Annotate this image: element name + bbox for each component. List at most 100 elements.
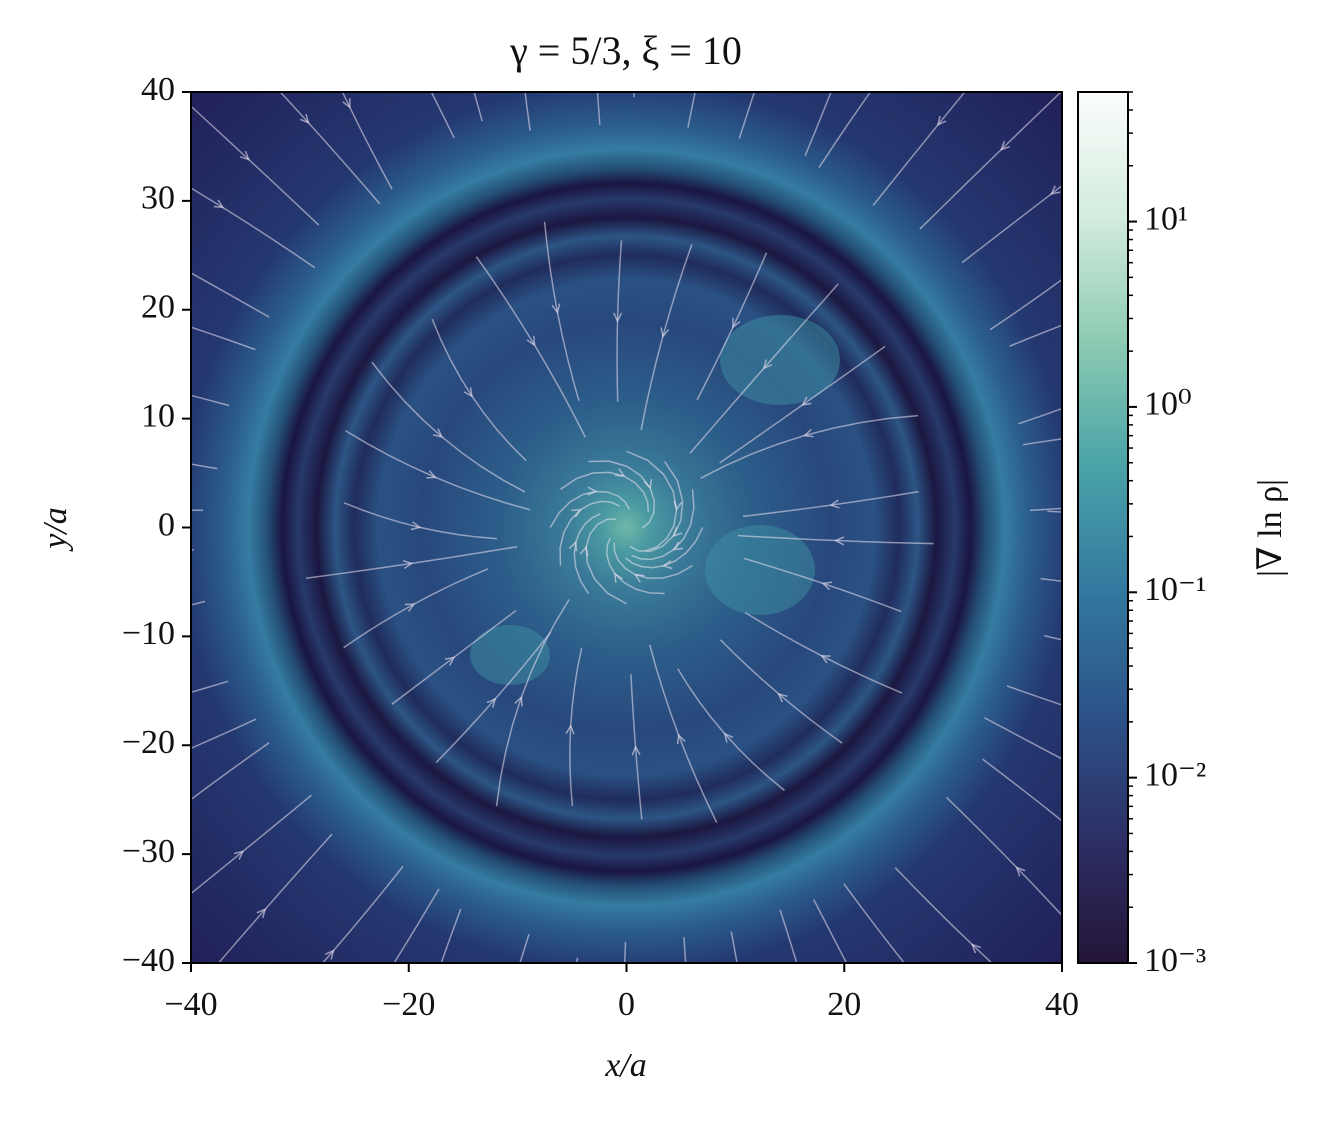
streamline (779, 909, 798, 963)
streamline-arrow (410, 521, 422, 531)
streamline (984, 717, 1062, 760)
streamline-arrow (398, 32, 405, 41)
y-tick-label: −10 (122, 615, 175, 652)
streamline-arrow (233, 850, 245, 860)
streamline-arrow (112, 372, 121, 380)
streamline (575, 957, 579, 963)
y-axis-label: y/a (37, 507, 74, 552)
streamline (989, 278, 1062, 331)
streamline-arrow (808, 1004, 816, 1013)
streamline-arrow (821, 581, 833, 591)
streamline-arrow (777, 692, 788, 703)
streamline-arrow (178, 803, 187, 811)
streamline-arrow (642, 5, 650, 14)
y-tick-label: 40 (141, 71, 175, 108)
streamline-arrow (1015, 866, 1026, 877)
streamline-arrow (673, 500, 683, 512)
streamline-arrow (672, 527, 683, 538)
x-tick-label: 0 (618, 986, 635, 1023)
streamline-arrow (444, 656, 456, 666)
streamline-arrow (342, 98, 351, 109)
streamline-arrow (565, 724, 575, 735)
streamline-arrow (686, 1039, 694, 1047)
streamline-arrow (829, 499, 840, 509)
streamline (1009, 324, 1062, 347)
streamline-arrow (105, 504, 113, 512)
streamline-arrow (1069, 267, 1078, 275)
x-tick-label: 20 (827, 986, 861, 1023)
colorbar-tick-label: 10¹ (1144, 200, 1188, 237)
streamline-arrow (762, 359, 773, 370)
y-tick-label: 10 (141, 397, 175, 434)
streamline-arrow (744, 1016, 752, 1025)
streamline (430, 92, 455, 139)
streamline (191, 548, 195, 551)
streamline (191, 463, 218, 470)
streamline (191, 600, 206, 606)
streamline-arrow (970, 943, 981, 954)
streamline (191, 326, 256, 351)
streamline-arrow (463, 387, 473, 398)
streamline (191, 394, 230, 407)
streamline-arrow (614, 572, 623, 583)
streamline-arrow (801, 396, 812, 406)
colorbar (1077, 91, 1129, 964)
streamline-arrow (91, 443, 100, 451)
streamline (730, 931, 738, 963)
streamline-arrow (432, 428, 444, 438)
streamline-arrow (551, 303, 561, 315)
streamline-arrow (1000, 140, 1011, 151)
streamline-arrow (156, 251, 165, 258)
heatmap-blob (705, 525, 815, 615)
streamline (393, 888, 440, 963)
streamline-arrow (672, 541, 684, 551)
streamline (1044, 634, 1062, 641)
x-tick-label: −20 (382, 986, 435, 1023)
streamline (804, 92, 832, 156)
streamline-arrow (614, 468, 626, 477)
colorbar-tick-label: 10⁻² (1144, 756, 1206, 793)
streamline-arrow (571, 508, 582, 518)
streamline-arrow (617, 1036, 625, 1044)
streamline-arrow (846, 42, 853, 51)
streamline (813, 899, 848, 963)
streamline-arrow (1049, 185, 1061, 195)
streamline (191, 718, 257, 750)
heatmap-blob (720, 315, 840, 405)
streamline (1006, 685, 1062, 706)
streamline-arrow (613, 312, 623, 323)
streamline-arrow (107, 561, 116, 569)
streamline-arrow (526, 335, 536, 347)
streamline-arrow (661, 560, 673, 570)
streamline-arrow (633, 573, 645, 583)
streamline-arrow (239, 150, 250, 161)
colorbar-tick-label: 10⁻³ (1144, 942, 1206, 979)
streamlines (91, 0, 1159, 1047)
streamline (982, 758, 1062, 822)
y-tick-label: 20 (141, 289, 175, 326)
y-tick-label: −30 (122, 833, 175, 870)
streamline-arrow (402, 559, 414, 570)
streamline-arrow (324, 949, 335, 960)
streamline-arrow (586, 0, 594, 3)
streamline-arrow (426, 470, 437, 479)
streamline (1018, 407, 1062, 425)
streamline (738, 92, 756, 139)
streamline-arrow (117, 708, 126, 716)
y-tick-label: 0 (158, 506, 175, 543)
streamline-arrow (886, 61, 894, 70)
streamline-arrow (496, 1019, 503, 1028)
x-tick-label: 40 (1045, 986, 1079, 1023)
streamline (843, 883, 906, 963)
streamline (818, 92, 872, 168)
streamline-arrow (1067, 825, 1076, 833)
x-axis-label: x/a (604, 1047, 647, 1084)
streamline (524, 92, 531, 131)
streamline-arrow (1143, 423, 1152, 431)
streamline-arrow (1150, 658, 1159, 666)
streamline-arrow (152, 761, 161, 768)
streamline-arrow (936, 115, 947, 127)
streamline-arrow (676, 733, 686, 745)
streamline-arrow (256, 908, 267, 919)
